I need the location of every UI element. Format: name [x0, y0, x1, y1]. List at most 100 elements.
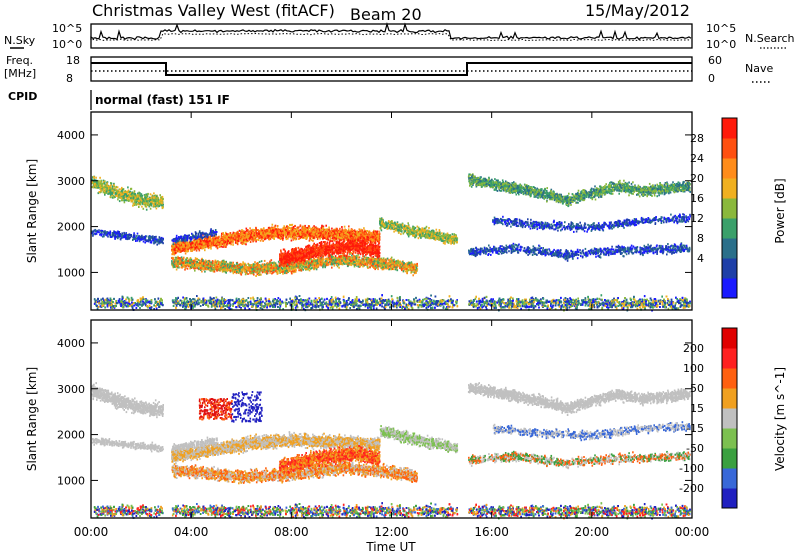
scatter-cell — [664, 193, 666, 195]
scatter-cell — [667, 190, 669, 192]
scatter-cell — [244, 243, 246, 245]
scatter-cell — [572, 193, 574, 195]
scatter-cell — [505, 180, 507, 182]
scatter-cell — [160, 204, 162, 206]
scatter-cell — [612, 193, 614, 195]
scatter-cell — [579, 199, 581, 201]
scatter-cell — [524, 189, 526, 191]
scatter-cell — [331, 228, 333, 230]
scatter-cell — [491, 181, 493, 183]
scatter-cell — [608, 186, 610, 188]
scatter-cell — [556, 201, 558, 203]
scatter-cell — [494, 188, 496, 190]
scatter-cell — [649, 183, 651, 185]
scatter-cell — [134, 190, 136, 192]
scatter-cell — [609, 192, 611, 194]
scatter-cell — [598, 188, 600, 190]
scatter-cell — [98, 183, 100, 185]
scatter-cell — [502, 188, 504, 190]
scatter-cell — [626, 187, 628, 189]
scatter-cell — [553, 197, 555, 199]
scatter-cell — [150, 193, 152, 195]
scatter-cell — [607, 191, 609, 193]
scatter-cell — [688, 185, 690, 187]
scatter-cell — [568, 205, 570, 207]
scatter-cell — [137, 196, 139, 198]
scatter-cell — [156, 207, 158, 209]
scatter-cell — [125, 199, 127, 201]
scatter-cell — [518, 189, 520, 191]
scatter-cell — [534, 189, 536, 191]
scatter-cell — [96, 182, 98, 184]
scatter-cell — [593, 188, 595, 190]
scatter-cell — [107, 193, 109, 195]
scatter-cell — [348, 228, 350, 230]
scatter-cell — [152, 202, 154, 204]
scatter-cell — [515, 190, 517, 192]
scatter-cell — [153, 192, 155, 194]
scatter-cell — [673, 184, 675, 186]
scatter-cell — [602, 189, 604, 191]
scatter-cell — [147, 198, 149, 200]
scatter-cell — [683, 181, 685, 183]
scatter-cell — [106, 191, 108, 193]
scatter-cell — [159, 200, 161, 202]
scatter-cell — [525, 189, 527, 191]
scatter-cell — [646, 190, 648, 192]
scatter-cell — [156, 195, 158, 197]
scatter-cell — [138, 203, 140, 205]
scatter-cell — [141, 193, 143, 195]
scatter-cell — [111, 192, 113, 194]
scatter-cell — [155, 203, 157, 205]
scatter-cell — [519, 191, 521, 193]
scatter-cell — [156, 202, 158, 204]
scatter-cell — [546, 187, 548, 189]
scatter-cell — [511, 191, 513, 193]
scatter-cell — [645, 191, 647, 193]
scatter-cell — [113, 195, 115, 197]
scatter-cell — [94, 183, 96, 185]
scatter-cell — [600, 189, 602, 191]
scatter-cell — [575, 196, 577, 198]
scatter-cell — [622, 187, 624, 189]
freq-left-tick-top: 18 — [66, 54, 80, 67]
scatter-cell — [530, 193, 532, 195]
scatter-cell — [534, 196, 536, 198]
scatter-cell — [668, 185, 670, 187]
scatter-cell — [95, 177, 97, 179]
scatter-cell — [664, 186, 666, 188]
scatter-cell — [623, 180, 625, 182]
scatter-cell — [542, 197, 544, 199]
scatter-cell — [145, 203, 147, 205]
scatter-cell — [646, 195, 648, 197]
scatter-cell — [555, 197, 557, 199]
scatter-cell — [471, 183, 473, 185]
scatter-cell — [490, 185, 492, 187]
scatter-cell — [157, 197, 159, 199]
scatter-cell — [572, 198, 574, 200]
scatter-cell — [139, 192, 141, 194]
scatter-cell — [252, 240, 254, 242]
scatter-cell — [184, 250, 186, 252]
scatter-cell — [126, 191, 128, 193]
scatter-cell — [595, 199, 597, 201]
scatter-cell — [124, 201, 126, 203]
scatter-cell — [500, 183, 502, 185]
scatter-cell — [118, 192, 120, 194]
scatter-cell — [660, 191, 662, 193]
scatter-cell — [484, 186, 486, 188]
scatter-cell — [123, 195, 125, 197]
scatter-cell — [559, 198, 561, 200]
scatter-cell — [499, 189, 501, 191]
scatter-cell — [616, 189, 618, 191]
scatter-cell — [657, 188, 659, 190]
scatter-cell — [604, 190, 606, 192]
scatter-cell — [159, 205, 161, 207]
scatter-cell — [108, 188, 110, 190]
scatter-cell — [568, 203, 570, 205]
scatter-cell — [100, 183, 102, 185]
scatter-cell — [130, 197, 132, 199]
scatter-cell — [623, 190, 625, 192]
scatter-cell — [608, 188, 610, 190]
